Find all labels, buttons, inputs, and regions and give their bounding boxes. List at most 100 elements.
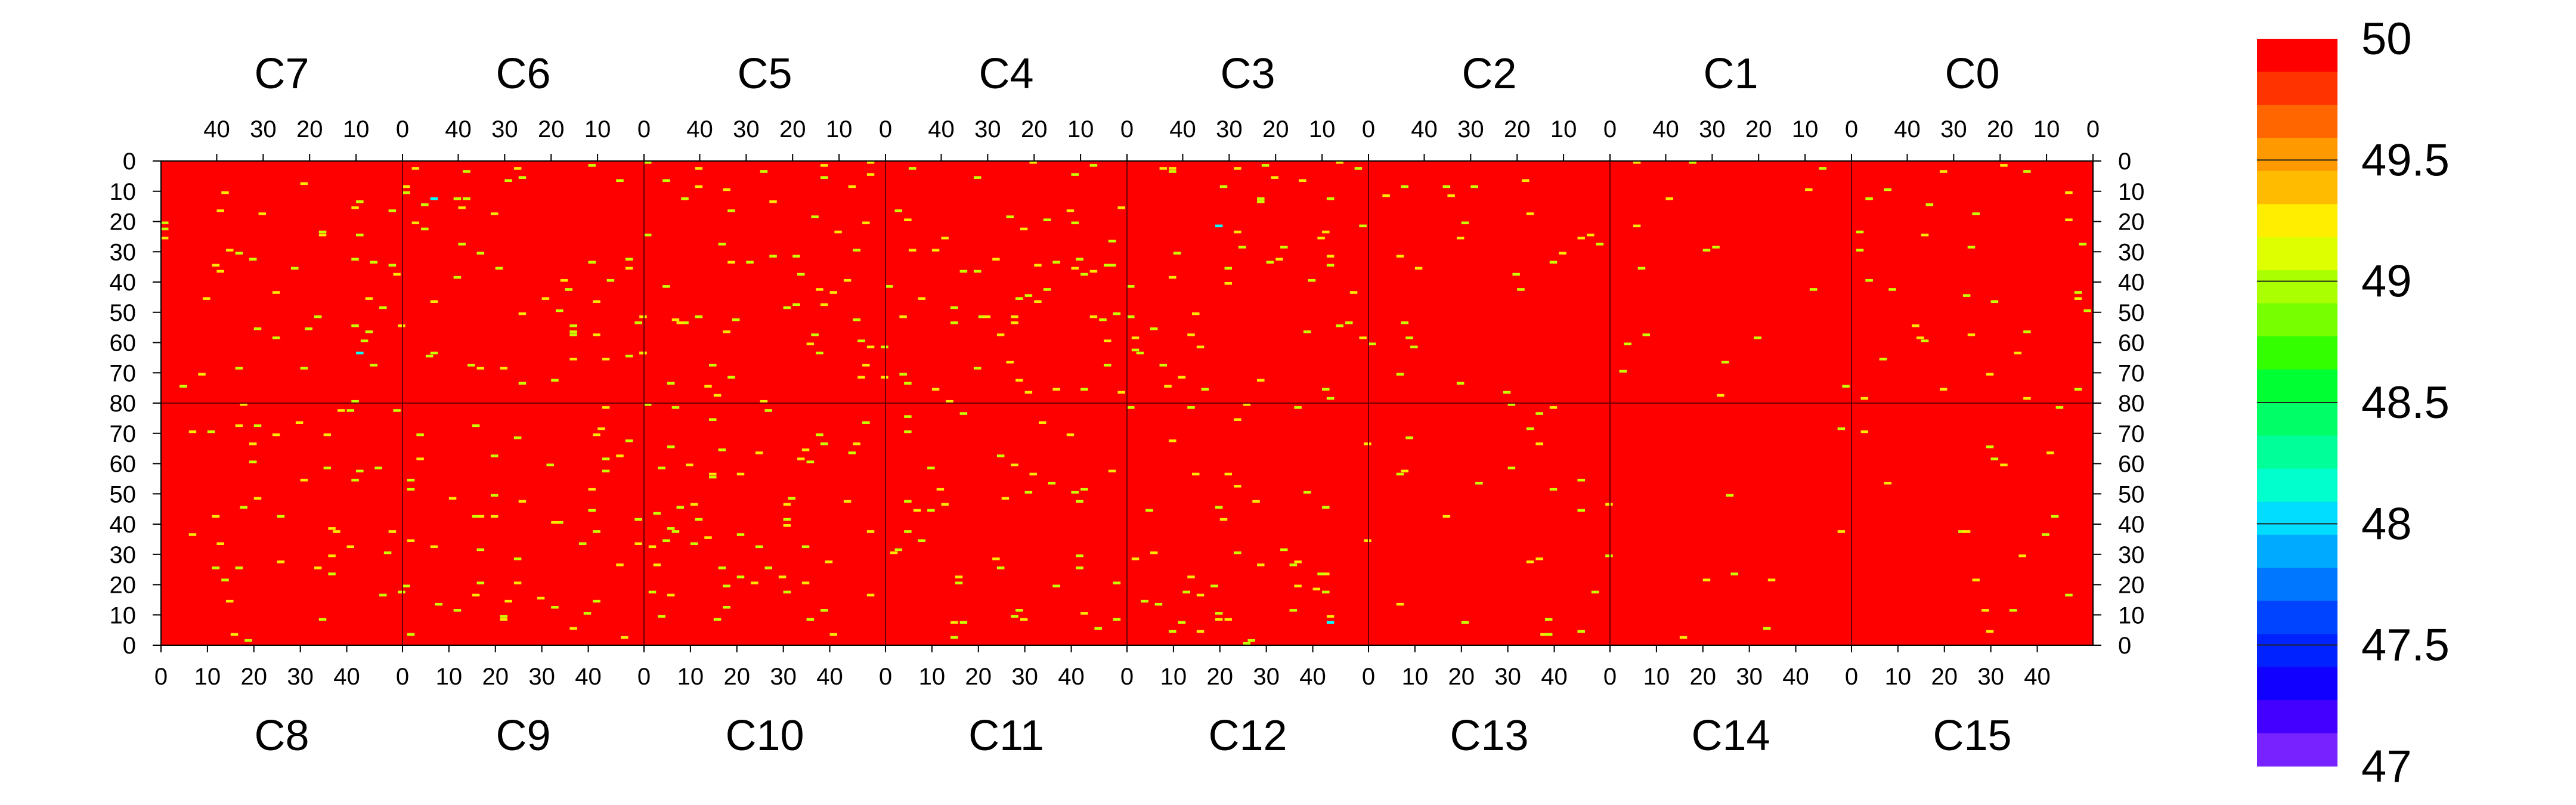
deviation-pixel — [1577, 478, 1585, 482]
deviation-pixel — [1410, 345, 1418, 349]
deviation-pixel — [565, 288, 573, 291]
deviation-pixel — [1071, 221, 1079, 225]
deviation-pixel — [1865, 197, 1873, 200]
deviation-pixel — [894, 209, 903, 212]
deviation-pixel — [955, 581, 963, 584]
deviation-pixel — [593, 433, 600, 436]
deviation-pixel — [1066, 433, 1075, 436]
deviation-pixel — [1624, 342, 1631, 346]
deviation-pixel — [606, 278, 615, 282]
deviation-pixel — [755, 545, 763, 549]
deviation-pixel — [1266, 261, 1274, 264]
deviation-pixel — [713, 394, 722, 397]
deviation-pixel — [1921, 339, 1929, 342]
deviation-pixel — [820, 303, 828, 306]
right-y-tick-label: 10 — [2118, 602, 2145, 628]
top-x-tick-label: 20 — [1987, 116, 2014, 143]
deviation-pixel — [1011, 321, 1018, 324]
deviation-pixel — [783, 590, 791, 594]
bottom-chip-label: C9 — [496, 712, 550, 760]
deviation-pixel — [1243, 403, 1251, 406]
top-x-tick-label: 20 — [1504, 116, 1531, 143]
right-y-tick-label: 30 — [2118, 542, 2145, 568]
deviation-pixel — [1215, 612, 1223, 615]
deviation-pixel — [235, 424, 243, 428]
top-x-tick-label: 0 — [396, 116, 409, 143]
deviation-pixel — [1507, 466, 1516, 470]
bottom-x-tick-label: 40 — [1541, 664, 1568, 690]
deviation-pixel — [894, 548, 903, 552]
deviation-pixel — [811, 333, 819, 336]
deviation-pixel — [1442, 515, 1451, 518]
deviation-pixel — [379, 593, 387, 597]
deviation-pixel — [1154, 602, 1163, 606]
deviation-pixel — [1048, 481, 1056, 485]
deviation-pixel — [463, 197, 470, 200]
right-y-tick-label: 70 — [2118, 421, 2145, 447]
deviation-pixel — [188, 430, 197, 434]
deviation-pixels — [161, 161, 2091, 645]
deviation-pixel — [1326, 615, 1335, 618]
deviation-pixel — [1034, 264, 1042, 267]
deviation-pixel — [690, 542, 698, 546]
deviation-pixel — [393, 273, 401, 276]
deviation-pixel — [644, 161, 652, 164]
deviation-pixel — [1113, 581, 1121, 584]
deviation-pixel — [1289, 609, 1298, 612]
deviation-pixel — [1540, 633, 1548, 636]
deviation-pixel — [588, 164, 596, 167]
deviation-pixel — [941, 236, 949, 240]
colorbar-tick-label: 50 — [2361, 14, 2412, 64]
deviation-pixel — [853, 249, 860, 252]
bottom-chip-label: C11 — [968, 712, 1044, 760]
deviation-pixel — [1076, 258, 1083, 261]
deviation-pixel — [904, 415, 912, 418]
deviation-pixel — [634, 518, 642, 521]
deviation-pixel — [1856, 230, 1864, 234]
deviation-pixel — [890, 551, 898, 555]
deviation-pixel — [221, 191, 229, 194]
bottom-x-tick-label: 20 — [1207, 664, 1234, 690]
deviation-pixel — [806, 460, 815, 463]
bottom-x-tick-label: 40 — [1058, 664, 1085, 690]
deviation-pixel — [862, 364, 870, 367]
deviation-pixel — [621, 636, 628, 639]
deviation-pixel — [950, 636, 958, 639]
right-y-tick-label: 40 — [2118, 270, 2145, 296]
deviation-pixel — [583, 612, 592, 615]
top-x-tick-label: 30 — [974, 116, 1001, 143]
deviation-pixel — [1303, 491, 1311, 494]
deviation-pixel — [709, 472, 717, 476]
deviation-pixel — [760, 400, 768, 403]
deviation-pixel — [992, 557, 1000, 561]
deviation-pixel — [1196, 593, 1205, 597]
deviation-pixel — [407, 488, 415, 491]
deviation-pixel — [1322, 572, 1330, 575]
deviation-pixel — [801, 545, 810, 549]
deviation-pixel — [1317, 572, 1325, 575]
deviation-pixel — [816, 288, 823, 291]
bottom-x-tick-label: 0 — [154, 664, 168, 690]
top-x-tick-label: 40 — [203, 116, 230, 143]
deviation-pixel — [1280, 548, 1288, 552]
deviation-pixel — [955, 575, 963, 578]
left-y-tick-label: 50 — [110, 481, 137, 507]
deviation-pixel — [593, 599, 600, 603]
deviation-pixel — [2042, 533, 2049, 536]
deviation-pixel — [2065, 593, 2073, 597]
deviation-pixel — [346, 409, 354, 412]
deviation-pixel — [1712, 246, 1720, 249]
deviation-pixel — [1308, 278, 1316, 282]
deviation-pixel — [430, 351, 438, 355]
deviation-pixel — [476, 515, 485, 518]
top-x-tick-label: 30 — [1940, 116, 1967, 143]
bottom-chip-labels: C8 C9 C10 C11 C12 C13 C14 C15 — [254, 712, 2011, 760]
deviation-pixel — [253, 497, 262, 500]
bottom-x-tick-label: 10 — [919, 664, 946, 690]
deviation-pixel — [736, 575, 745, 578]
deviation-pixel — [1605, 554, 1613, 558]
bottom-x-tick-label: 10 — [677, 664, 704, 690]
deviation-pixel — [2000, 463, 2008, 467]
top-chip-label: C6 — [496, 50, 550, 98]
deviation-pixel — [760, 170, 768, 173]
